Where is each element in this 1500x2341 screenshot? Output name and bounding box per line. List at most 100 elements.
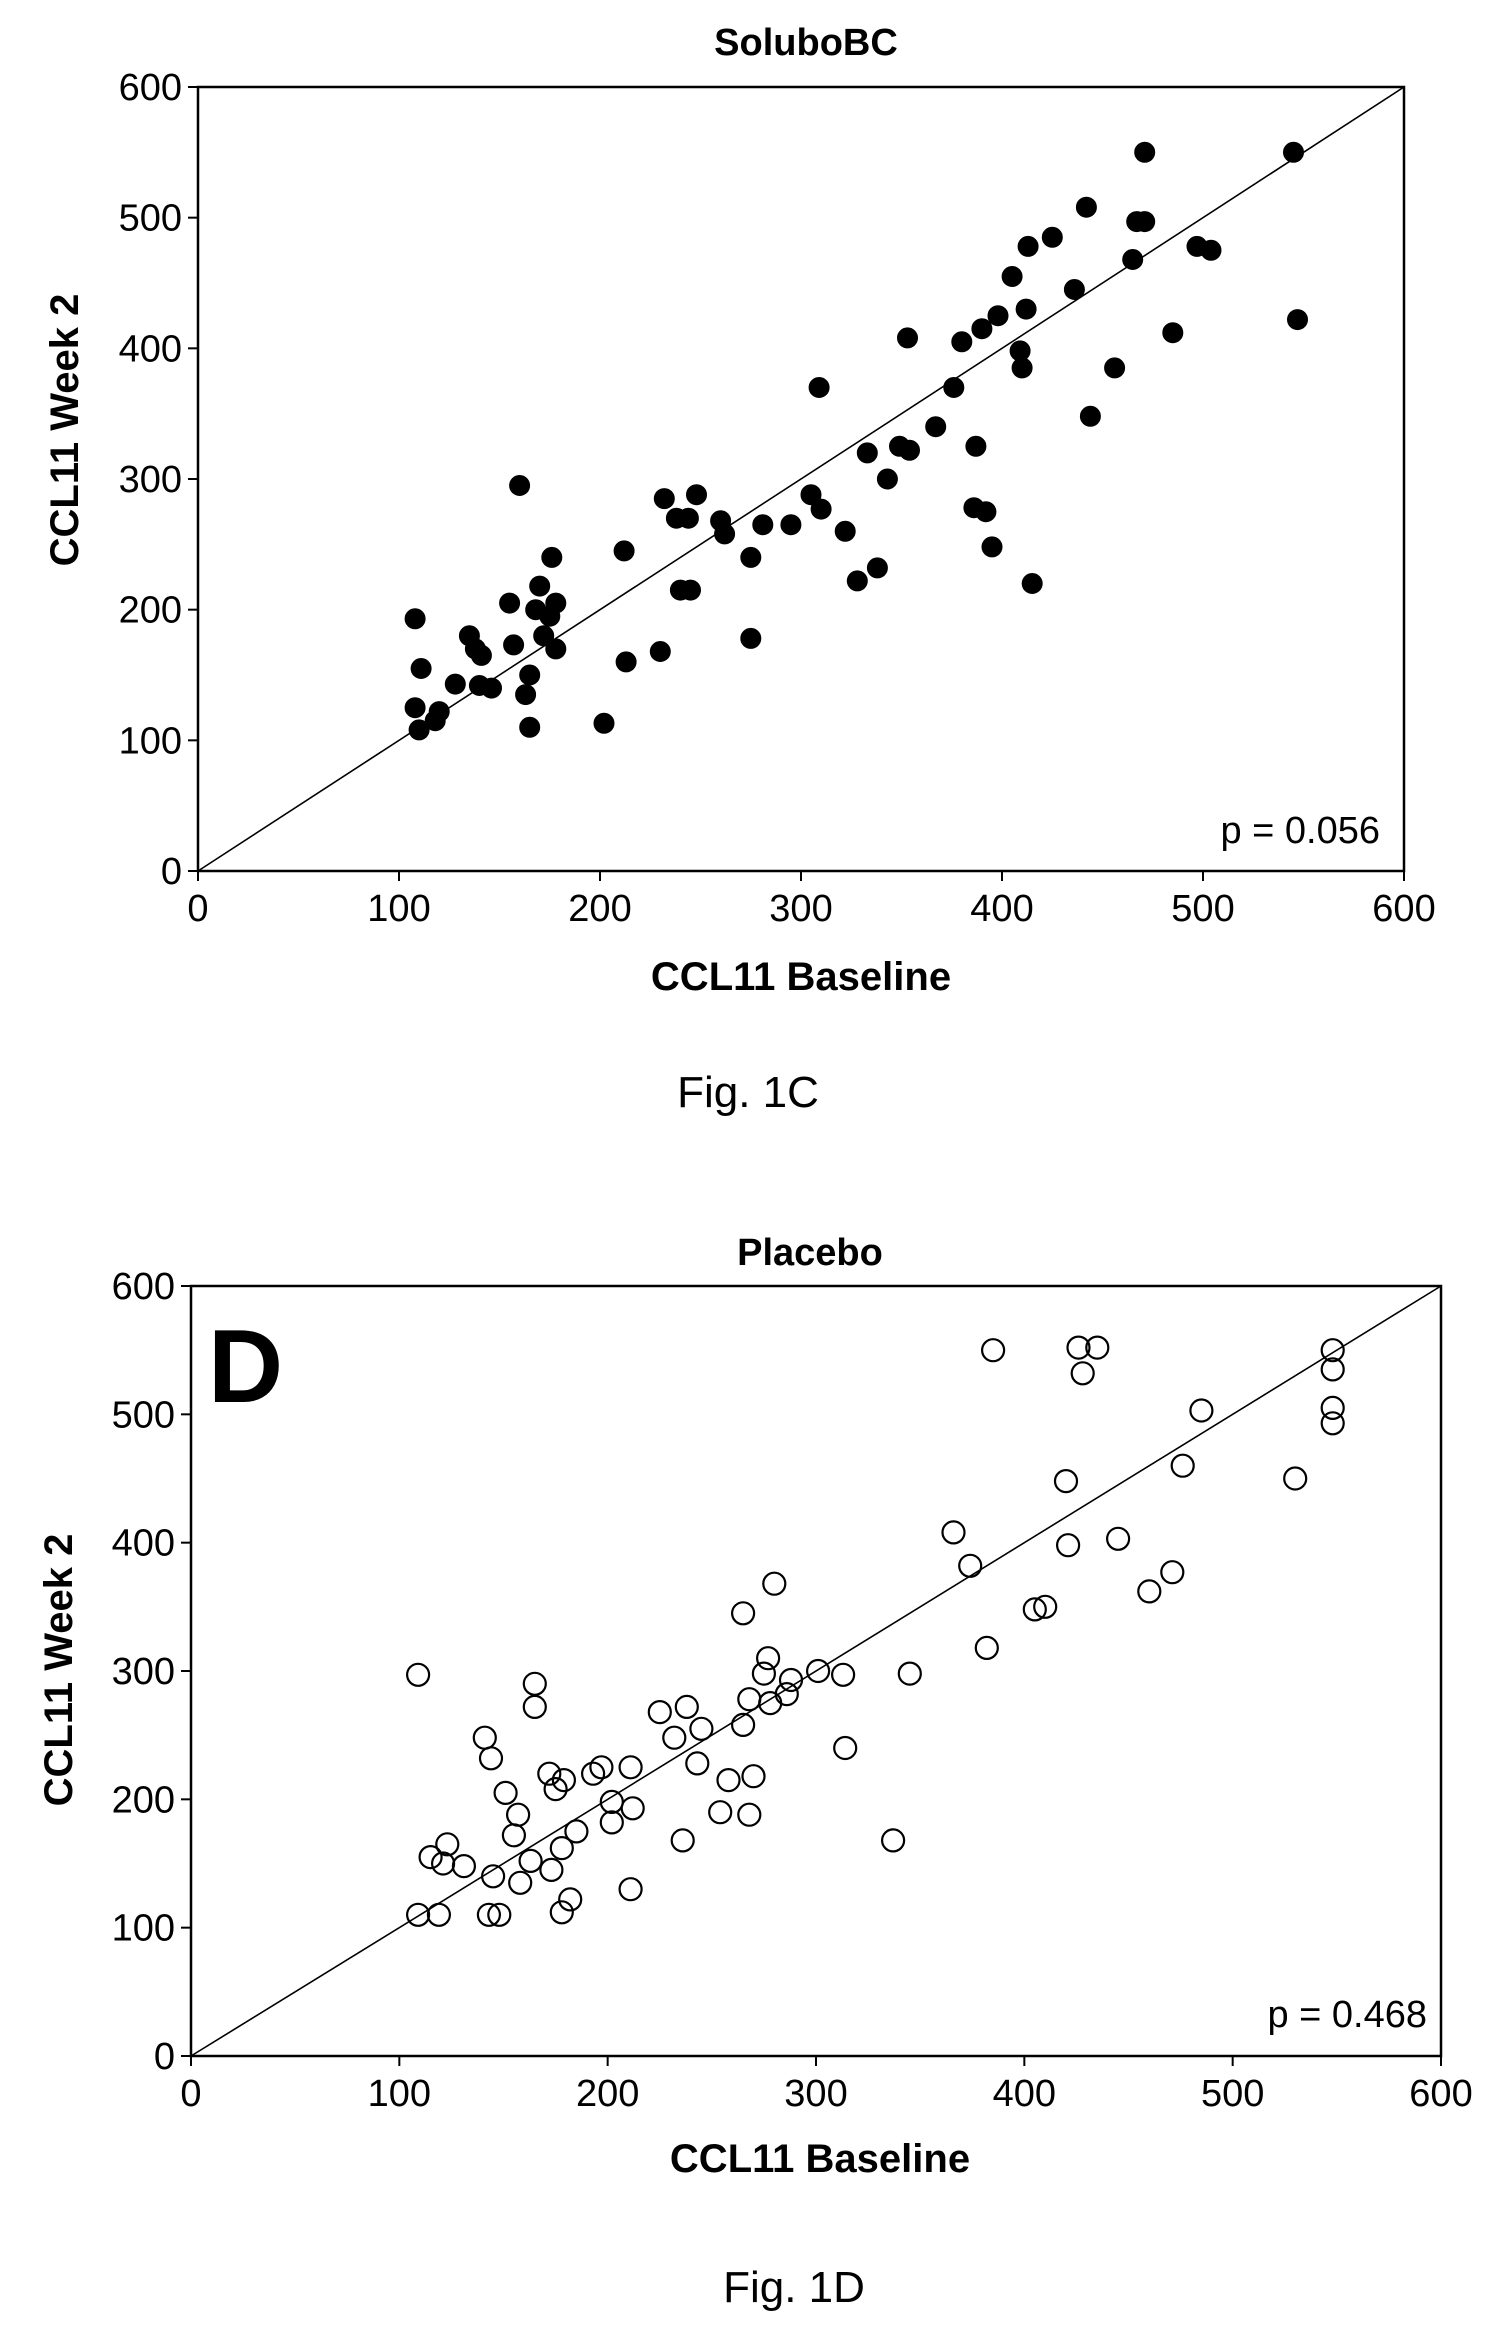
data-point	[1189, 1398, 1214, 1423]
data-point	[539, 1857, 564, 1883]
y-tick-label: 300	[112, 1651, 175, 1693]
data-point	[1066, 1335, 1091, 1360]
data-points	[404, 141, 1308, 741]
data-point	[505, 1802, 531, 1827]
x-axis-label: CCL11 Baseline	[651, 955, 951, 999]
data-point	[730, 1712, 756, 1738]
data-point	[620, 1796, 645, 1821]
data-point	[1017, 235, 1039, 257]
data-point	[406, 1662, 431, 1687]
data-point	[470, 644, 492, 666]
data-point	[752, 514, 774, 536]
data-point	[541, 546, 563, 568]
y-tick-label: 400	[112, 1523, 175, 1565]
data-point	[406, 1902, 431, 1927]
data-point	[522, 1694, 547, 1720]
data-point	[476, 1902, 501, 1927]
data-point	[549, 1835, 574, 1861]
y-tick-label: 600	[119, 67, 182, 109]
data-point	[426, 1902, 451, 1927]
data-point	[751, 1661, 777, 1686]
data-point	[833, 1735, 858, 1761]
x-tick-label: 100	[368, 2073, 431, 2115]
data-point	[876, 468, 898, 490]
data-point	[755, 1646, 781, 1671]
data-point	[1033, 1594, 1058, 1619]
data-point	[404, 608, 426, 630]
data-point	[1079, 405, 1101, 427]
data-point	[499, 592, 521, 614]
data-point	[1134, 211, 1156, 233]
data-point	[856, 442, 878, 464]
data-point	[558, 1887, 583, 1912]
data-point	[1021, 573, 1043, 594]
data-point	[515, 684, 537, 706]
data-point	[653, 488, 675, 510]
data-point	[487, 1902, 512, 1927]
data-point	[508, 1870, 533, 1895]
x-tick-label: 300	[784, 2073, 847, 2115]
data-point	[680, 579, 701, 601]
data-point	[670, 1828, 695, 1853]
y-tick-label: 400	[119, 328, 182, 370]
data-point	[662, 1725, 687, 1750]
data-point	[730, 1601, 756, 1626]
x-tick-label: 500	[1201, 2073, 1264, 2115]
data-point	[404, 697, 426, 719]
data-point	[549, 1900, 574, 1925]
data-point	[537, 1761, 562, 1786]
data-point	[810, 498, 832, 520]
data-point	[741, 1764, 766, 1789]
data-point	[519, 664, 541, 686]
y-tick-label: 200	[112, 1779, 175, 1821]
y-tick-label: 300	[119, 459, 182, 501]
data-point	[1320, 1411, 1345, 1436]
data-point	[980, 1338, 1006, 1363]
data-point	[551, 1767, 577, 1793]
data-point	[493, 1780, 518, 1806]
y-tick-label: 500	[112, 1394, 175, 1436]
data-point	[418, 1844, 443, 1870]
data-point	[435, 1832, 460, 1857]
x-axis-label: CCL11 Baseline	[670, 2137, 970, 2181]
data-point	[649, 641, 671, 662]
data-point	[1162, 322, 1184, 344]
data-point	[974, 1635, 999, 1661]
y-tick-label: 200	[119, 590, 182, 632]
data-point	[1015, 298, 1037, 320]
data-point	[740, 546, 762, 568]
data-point	[686, 484, 707, 506]
data-point	[501, 1823, 527, 1848]
data-point	[778, 1667, 804, 1693]
data-point	[1053, 1468, 1079, 1494]
data-point	[1122, 249, 1144, 270]
reference-line-layer	[197, 86, 1405, 872]
data-point	[518, 1848, 543, 1874]
x-tick-label: 0	[180, 2073, 201, 2115]
data-point	[1287, 309, 1308, 331]
x-tick-label: 500	[1171, 888, 1234, 930]
data-point	[1320, 1338, 1345, 1363]
data-point	[533, 625, 555, 647]
data-point	[737, 1687, 762, 1712]
data-point	[708, 1800, 733, 1825]
data-point	[481, 677, 502, 699]
x-tick-label: 600	[1409, 2073, 1472, 2115]
data-point	[987, 305, 1009, 327]
y-tick-label: 100	[112, 1908, 175, 1950]
tick-layer: 0 100 200 300 400 500 600 0 100 200 300 400 500 600	[112, 1266, 1473, 2115]
chart-title: SolubоBC	[714, 22, 898, 64]
data-point	[975, 501, 997, 523]
data-point	[808, 377, 830, 398]
data-point	[618, 1755, 643, 1780]
data-point	[971, 318, 993, 340]
data-point	[805, 1658, 831, 1684]
data-point	[1320, 1395, 1345, 1421]
data-point	[1283, 141, 1304, 163]
data-point	[1200, 239, 1222, 261]
data-point	[925, 416, 947, 438]
data-point	[580, 1761, 606, 1786]
data-point	[481, 1864, 506, 1889]
figure-caption: Fig. 1D	[723, 2263, 865, 2312]
